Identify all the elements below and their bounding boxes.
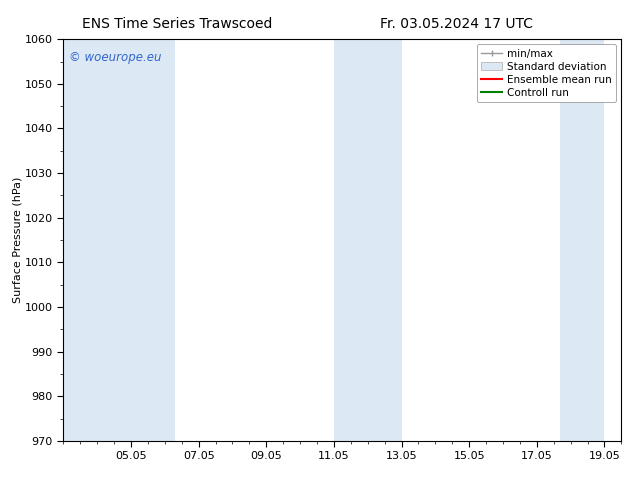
Bar [560,39,604,441]
Bar [63,39,131,441]
Bar [131,39,175,441]
Y-axis label: Surface Pressure (hPa): Surface Pressure (hPa) [12,177,22,303]
Text: Fr. 03.05.2024 17 UTC: Fr. 03.05.2024 17 UTC [380,17,533,31]
Text: © woeurope.eu: © woeurope.eu [69,51,162,64]
Text: ENS Time Series Trawscoed: ENS Time Series Trawscoed [82,17,273,31]
Bar [334,39,401,441]
Legend: min/max, Standard deviation, Ensemble mean run, Controll run: min/max, Standard deviation, Ensemble me… [477,45,616,102]
